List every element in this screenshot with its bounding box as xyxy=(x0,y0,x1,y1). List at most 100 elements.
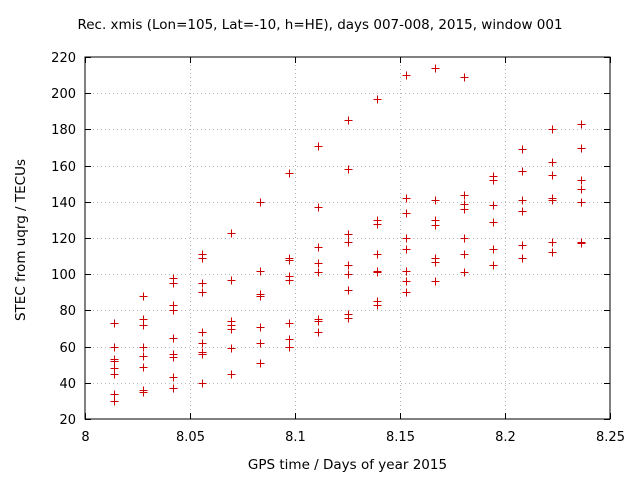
plot-frame xyxy=(84,56,611,420)
data-point xyxy=(314,317,323,326)
data-point xyxy=(110,343,119,352)
data-point xyxy=(460,205,469,214)
data-point xyxy=(285,319,294,328)
y-tick-label: 120 xyxy=(51,232,76,247)
data-point xyxy=(489,218,498,227)
data-point xyxy=(402,288,411,297)
data-point xyxy=(169,353,178,362)
data-point xyxy=(548,125,557,134)
data-point xyxy=(110,390,119,399)
data-point xyxy=(402,245,411,254)
data-point xyxy=(344,116,353,125)
x-tick-label: 8 xyxy=(81,430,89,445)
data-point xyxy=(169,279,178,288)
y-tick-label: 100 xyxy=(51,268,76,283)
data-point xyxy=(548,158,557,167)
data-point xyxy=(256,198,265,207)
data-point xyxy=(489,201,498,210)
y-tick-label: 80 xyxy=(59,304,76,319)
x-axis-label: GPS time / Days of year 2015 xyxy=(247,457,448,473)
data-point xyxy=(344,286,353,295)
data-point xyxy=(373,301,382,310)
data-point xyxy=(139,343,148,352)
data-point xyxy=(256,359,265,368)
data-point xyxy=(314,203,323,212)
data-point xyxy=(402,194,411,203)
data-point xyxy=(198,350,207,359)
data-point xyxy=(256,323,265,332)
data-point xyxy=(431,258,440,267)
data-point xyxy=(285,256,294,265)
data-point xyxy=(402,277,411,286)
data-point xyxy=(431,196,440,205)
y-tick-label: 160 xyxy=(51,160,76,175)
data-point xyxy=(314,268,323,277)
y-tick-label: 180 xyxy=(51,123,76,138)
data-point xyxy=(344,238,353,247)
data-point xyxy=(373,268,382,277)
data-point xyxy=(169,384,178,393)
data-point xyxy=(344,165,353,174)
data-point xyxy=(169,373,178,382)
y-axis-label: STEC from uqrg / TECUs xyxy=(13,158,29,322)
data-point xyxy=(577,120,586,129)
data-point xyxy=(577,185,586,194)
data-point xyxy=(402,234,411,243)
data-point xyxy=(489,245,498,254)
y-tick-label: 40 xyxy=(59,377,76,392)
data-point xyxy=(460,73,469,82)
data-point xyxy=(402,71,411,80)
x-tick-label: 8.15 xyxy=(386,430,415,445)
data-point xyxy=(577,176,586,185)
data-point xyxy=(431,64,440,73)
data-point xyxy=(373,95,382,104)
data-point xyxy=(548,196,557,205)
data-point xyxy=(460,268,469,277)
x-tick-label: 8.25 xyxy=(596,430,625,445)
x-tick-label: 8.2 xyxy=(495,430,516,445)
data-point xyxy=(373,250,382,259)
data-point xyxy=(402,267,411,276)
y-tick-label: 20 xyxy=(59,413,76,428)
data-point xyxy=(110,357,119,366)
data-point xyxy=(139,292,148,301)
data-point xyxy=(518,167,527,176)
data-point xyxy=(139,388,148,397)
data-point xyxy=(373,220,382,229)
data-point xyxy=(227,325,236,334)
data-point xyxy=(431,221,440,230)
data-point xyxy=(344,270,353,279)
data-point xyxy=(518,207,527,216)
data-point xyxy=(314,142,323,151)
data-point xyxy=(285,335,294,344)
x-tick-label: 8.05 xyxy=(176,430,205,445)
data-point xyxy=(198,328,207,337)
data-point xyxy=(344,314,353,323)
data-point xyxy=(198,339,207,348)
y-tick-label: 140 xyxy=(51,196,76,211)
data-point xyxy=(227,276,236,285)
data-point xyxy=(110,370,119,379)
data-point xyxy=(548,171,557,180)
data-point xyxy=(518,254,527,263)
data-point xyxy=(518,196,527,205)
data-point xyxy=(169,334,178,343)
data-point xyxy=(256,267,265,276)
data-point xyxy=(518,241,527,250)
tick-labels: 20 40 60 80 100 120 140 160 180 200 220 8 8.05 8.1 8.1… xyxy=(51,51,625,445)
data-point xyxy=(139,321,148,330)
data-point xyxy=(227,370,236,379)
grid-lines xyxy=(85,57,610,419)
data-point xyxy=(139,352,148,361)
data-point xyxy=(139,363,148,372)
data-point xyxy=(256,292,265,301)
data-point xyxy=(110,319,119,328)
data-point xyxy=(110,397,119,406)
data-point xyxy=(256,339,265,348)
data-point xyxy=(577,198,586,207)
data-point xyxy=(198,254,207,263)
data-point xyxy=(314,259,323,268)
data-point xyxy=(518,145,527,154)
data-point xyxy=(285,276,294,285)
data-point xyxy=(402,209,411,218)
